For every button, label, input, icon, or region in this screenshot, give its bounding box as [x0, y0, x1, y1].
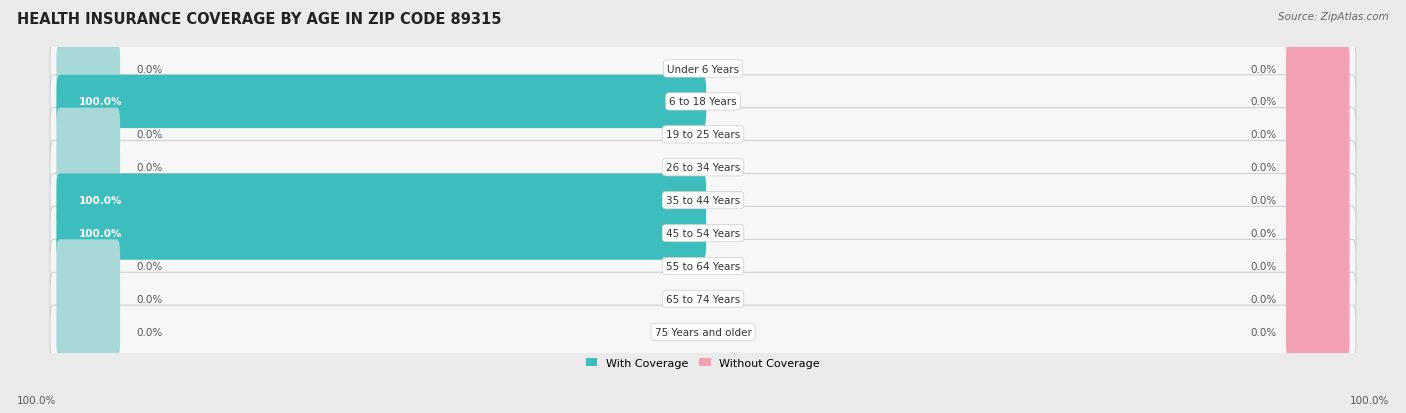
Text: 100.0%: 100.0%	[79, 196, 122, 206]
FancyBboxPatch shape	[56, 43, 120, 96]
FancyBboxPatch shape	[1286, 109, 1350, 161]
FancyBboxPatch shape	[56, 76, 706, 129]
FancyBboxPatch shape	[56, 109, 120, 161]
FancyBboxPatch shape	[1286, 273, 1350, 326]
FancyBboxPatch shape	[56, 273, 120, 326]
Text: 0.0%: 0.0%	[136, 64, 162, 74]
Text: Source: ZipAtlas.com: Source: ZipAtlas.com	[1278, 12, 1389, 22]
FancyBboxPatch shape	[51, 109, 1355, 161]
Legend: With Coverage, Without Coverage: With Coverage, Without Coverage	[582, 353, 824, 372]
Text: 0.0%: 0.0%	[136, 327, 162, 337]
Text: 100.0%: 100.0%	[17, 395, 56, 405]
Text: 0.0%: 0.0%	[1250, 130, 1277, 140]
Text: 100.0%: 100.0%	[79, 97, 122, 107]
Text: HEALTH INSURANCE COVERAGE BY AGE IN ZIP CODE 89315: HEALTH INSURANCE COVERAGE BY AGE IN ZIP …	[17, 12, 502, 27]
FancyBboxPatch shape	[51, 207, 1355, 260]
FancyBboxPatch shape	[56, 141, 120, 195]
Text: 0.0%: 0.0%	[1250, 327, 1277, 337]
FancyBboxPatch shape	[56, 306, 120, 358]
Text: 0.0%: 0.0%	[1250, 64, 1277, 74]
Text: 55 to 64 Years: 55 to 64 Years	[666, 261, 740, 271]
Text: 0.0%: 0.0%	[136, 163, 162, 173]
Text: 0.0%: 0.0%	[136, 294, 162, 304]
Text: 19 to 25 Years: 19 to 25 Years	[666, 130, 740, 140]
FancyBboxPatch shape	[51, 76, 1355, 129]
Text: 0.0%: 0.0%	[1250, 294, 1277, 304]
Text: 100.0%: 100.0%	[1350, 395, 1389, 405]
Text: 6 to 18 Years: 6 to 18 Years	[669, 97, 737, 107]
Text: 26 to 34 Years: 26 to 34 Years	[666, 163, 740, 173]
FancyBboxPatch shape	[56, 174, 706, 227]
Text: 0.0%: 0.0%	[1250, 163, 1277, 173]
FancyBboxPatch shape	[51, 273, 1355, 326]
FancyBboxPatch shape	[1286, 174, 1350, 227]
FancyBboxPatch shape	[51, 240, 1355, 293]
FancyBboxPatch shape	[51, 141, 1355, 195]
Text: 0.0%: 0.0%	[1250, 261, 1277, 271]
FancyBboxPatch shape	[56, 240, 120, 293]
FancyBboxPatch shape	[1286, 43, 1350, 96]
Text: 65 to 74 Years: 65 to 74 Years	[666, 294, 740, 304]
Text: 0.0%: 0.0%	[1250, 97, 1277, 107]
Text: 0.0%: 0.0%	[1250, 228, 1277, 238]
FancyBboxPatch shape	[1286, 240, 1350, 293]
Text: 45 to 54 Years: 45 to 54 Years	[666, 228, 740, 238]
FancyBboxPatch shape	[51, 306, 1355, 358]
Text: 0.0%: 0.0%	[136, 261, 162, 271]
FancyBboxPatch shape	[51, 43, 1355, 96]
FancyBboxPatch shape	[1286, 141, 1350, 195]
FancyBboxPatch shape	[56, 207, 706, 260]
Text: 35 to 44 Years: 35 to 44 Years	[666, 196, 740, 206]
FancyBboxPatch shape	[1286, 306, 1350, 358]
Text: 0.0%: 0.0%	[1250, 196, 1277, 206]
FancyBboxPatch shape	[51, 174, 1355, 227]
FancyBboxPatch shape	[1286, 207, 1350, 260]
Text: 100.0%: 100.0%	[79, 228, 122, 238]
Text: 75 Years and older: 75 Years and older	[655, 327, 751, 337]
Text: Under 6 Years: Under 6 Years	[666, 64, 740, 74]
FancyBboxPatch shape	[1286, 76, 1350, 129]
Text: 0.0%: 0.0%	[136, 130, 162, 140]
